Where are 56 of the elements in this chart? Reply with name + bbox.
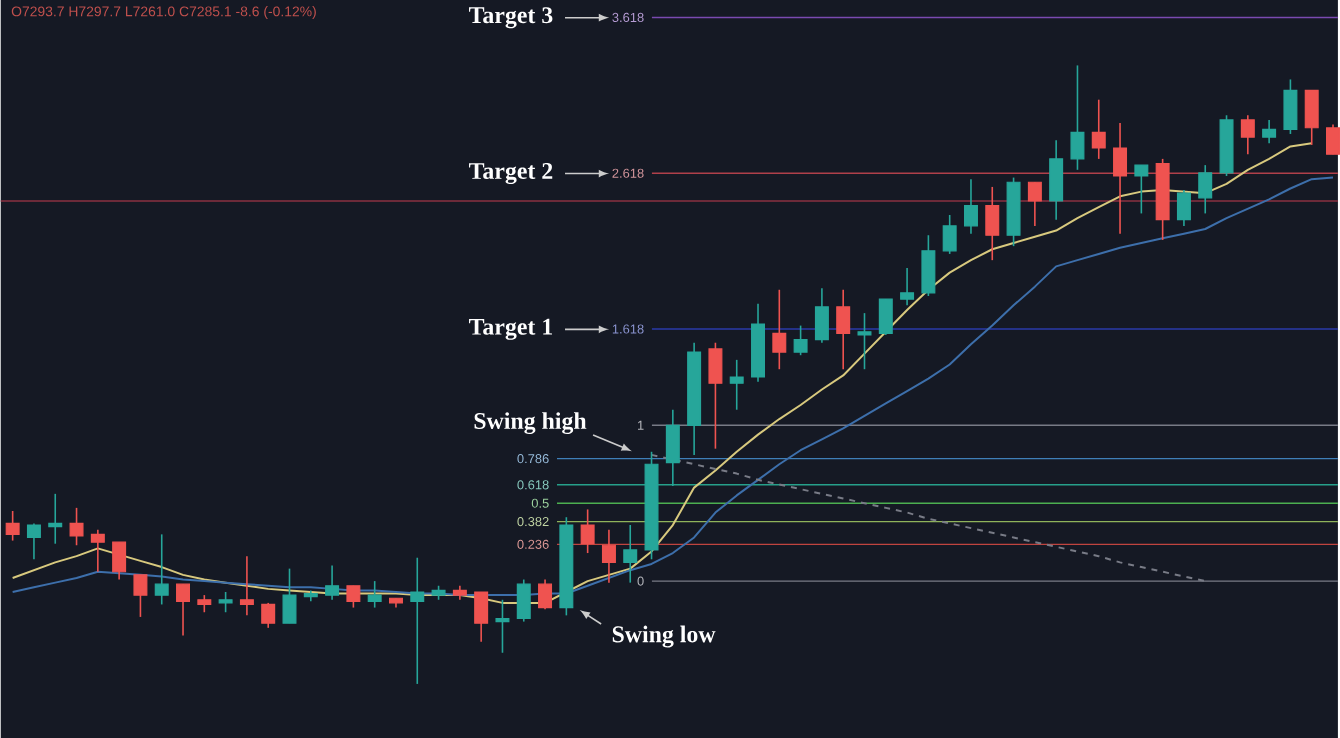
candlestick [1027, 181, 1042, 227]
candlestick [282, 567, 297, 624]
annotation: Target 3 [469, 6, 553, 29]
candlestick [963, 178, 978, 235]
annotation: Target 2 [469, 162, 553, 184]
candlestick [772, 288, 787, 370]
candlestick [942, 213, 957, 255]
candlestick [580, 508, 595, 554]
annotation: Swing low [612, 625, 716, 648]
candlestick [1198, 164, 1213, 214]
candlestick [708, 341, 723, 450]
candlestick [90, 528, 105, 573]
candlestick [112, 541, 127, 581]
candlestick [218, 590, 233, 613]
candlestick [623, 523, 638, 584]
candlestick [601, 528, 616, 584]
candlestick [48, 492, 63, 545]
candlestick [1176, 189, 1191, 227]
candlestick [1262, 118, 1277, 144]
candlestick [1240, 114, 1255, 155]
annotation: Target 1 [469, 318, 553, 340]
candlestick [261, 601, 276, 629]
candlestick [729, 358, 744, 411]
candlestick [921, 234, 936, 297]
candlestick [793, 324, 808, 356]
candlestick [1326, 123, 1340, 155]
candlestick [176, 583, 191, 637]
candlestick [1304, 89, 1319, 146]
candlestick [69, 506, 84, 546]
candlestick [325, 564, 340, 601]
candlestick [5, 509, 20, 542]
candlestick [538, 578, 553, 610]
candlestick [1134, 164, 1149, 214]
candlestick [836, 288, 851, 370]
candlestick [495, 598, 510, 654]
candlestick [410, 556, 425, 685]
candlestick [154, 533, 169, 606]
candlestick [1113, 122, 1128, 235]
candlestick [878, 298, 893, 336]
candlestick [814, 287, 829, 344]
candlestick [474, 590, 489, 643]
candlestick [985, 185, 1000, 261]
candlestick [239, 555, 254, 616]
candlestick [900, 266, 915, 306]
candlestick [857, 312, 872, 370]
candlestick [665, 408, 680, 487]
candlestick [367, 580, 382, 609]
candlestick [1283, 78, 1298, 135]
candlestick [26, 522, 41, 560]
candlestick [1091, 98, 1106, 160]
candlestick [346, 584, 361, 609]
annotation: Swing high [474, 411, 587, 434]
candlestick [1070, 64, 1085, 171]
candlestick [1049, 139, 1064, 221]
candlestick [133, 573, 148, 618]
candlestick [516, 578, 531, 623]
